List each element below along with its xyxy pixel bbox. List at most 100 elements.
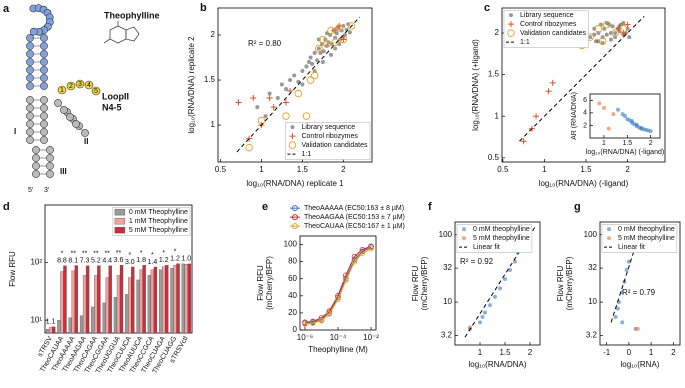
point — [283, 87, 288, 92]
legend-label: 1 mM Theophylline — [129, 218, 188, 225]
point — [613, 314, 618, 319]
bar — [142, 265, 146, 334]
legend-label: Linear fit — [618, 244, 645, 251]
point — [263, 114, 268, 119]
point — [639, 125, 644, 130]
panel-label: a — [3, 3, 10, 15]
legend-swatch — [114, 217, 126, 225]
x-axis-label: log₁₀(RNA) — [621, 360, 660, 369]
x-tick-label: 1 — [478, 348, 483, 357]
point — [508, 267, 512, 272]
legend: 0 mM theophylline 5 mM theophylline Linear… — [601, 224, 678, 253]
bar — [150, 269, 155, 334]
bar — [153, 266, 158, 334]
nucleotide — [40, 74, 48, 82]
significance-label: * — [162, 250, 165, 257]
significance-label: ** — [116, 250, 122, 257]
point — [329, 52, 334, 57]
loop-nucleotide — [91, 86, 101, 96]
bar — [105, 277, 109, 334]
y-axis-label: (mCherry/BFP) — [265, 256, 274, 310]
point — [620, 320, 625, 325]
point — [310, 61, 315, 66]
point — [594, 25, 603, 33]
legend-swatch — [462, 227, 466, 232]
loop-nucleotide — [75, 79, 85, 89]
molecule-name: Theophylline — [104, 10, 160, 20]
fold-change-label: 3.6 — [114, 257, 124, 264]
point — [300, 82, 305, 87]
point — [315, 58, 320, 63]
nucleotide — [46, 146, 54, 154]
legend-box — [456, 224, 533, 253]
significance-label: * — [61, 251, 64, 258]
panel-label: c — [484, 2, 490, 14]
point — [600, 40, 605, 45]
bar — [63, 265, 67, 334]
legend: Library sequence Control ribozymes Validat… — [285, 122, 371, 160]
bar — [57, 320, 61, 334]
molecule-structure — [103, 21, 140, 44]
y-axis-label: Flow RFU — [411, 266, 420, 302]
bar — [159, 269, 163, 334]
point — [615, 306, 620, 311]
point — [343, 277, 349, 284]
point — [613, 30, 618, 35]
nucleotide — [26, 58, 34, 66]
point — [480, 314, 485, 319]
x-axis-label: log₁₀(RNA/DNA) (-ligand) — [539, 179, 629, 188]
point — [503, 277, 507, 282]
point — [302, 319, 308, 326]
y-tick-label: 2 — [583, 122, 587, 129]
y-tick-label: 0 — [293, 325, 298, 334]
point — [602, 105, 606, 110]
panel-label: g — [574, 201, 581, 213]
nucleotide — [46, 170, 54, 178]
point — [603, 20, 611, 29]
y-tick-label: 1.5 — [488, 70, 500, 79]
x-tick-label: 2 — [649, 140, 653, 147]
point — [335, 296, 341, 303]
point — [340, 36, 347, 43]
bar — [97, 265, 101, 334]
point — [498, 286, 502, 291]
loop-label: LoopII — [102, 91, 129, 101]
nucleotide — [40, 128, 48, 136]
point — [359, 250, 366, 256]
nucleotide — [81, 129, 89, 137]
loop-position: 1 — [60, 87, 64, 94]
point — [610, 24, 615, 29]
point — [620, 290, 625, 295]
point — [624, 21, 631, 28]
significance-label: ** — [71, 250, 77, 257]
bar — [173, 265, 177, 334]
loop-nucleotide — [84, 80, 94, 90]
point — [339, 35, 348, 44]
fold-change-label: 1.0 — [181, 256, 191, 263]
point — [351, 258, 358, 265]
nucleotide — [40, 50, 48, 58]
bar — [116, 275, 121, 334]
x-tick-label: 1.5 — [297, 165, 309, 174]
bar — [71, 270, 75, 334]
bar — [176, 263, 180, 334]
y-tick-label: 100 — [584, 230, 598, 239]
point — [368, 243, 374, 250]
significance-label: ** — [82, 251, 88, 258]
legend-label: Validation candidates — [520, 30, 587, 37]
y-tick-label: 40 — [288, 291, 297, 300]
y-tick-label: 1 — [211, 120, 216, 129]
point — [312, 51, 317, 56]
legend-label: 5 mM Theophylline — [129, 227, 188, 234]
legend-swatch — [462, 236, 466, 241]
point — [533, 113, 540, 120]
bar — [147, 275, 152, 334]
bar — [187, 263, 192, 334]
nucleotide — [32, 162, 40, 170]
legend: 0 mM theophylline 5 mM theophylline Linear… — [456, 224, 533, 253]
fold-change-label: 7.3 — [80, 258, 90, 265]
point — [306, 76, 315, 84]
nucleotide — [54, 99, 62, 107]
point — [368, 246, 374, 252]
point — [620, 29, 627, 36]
